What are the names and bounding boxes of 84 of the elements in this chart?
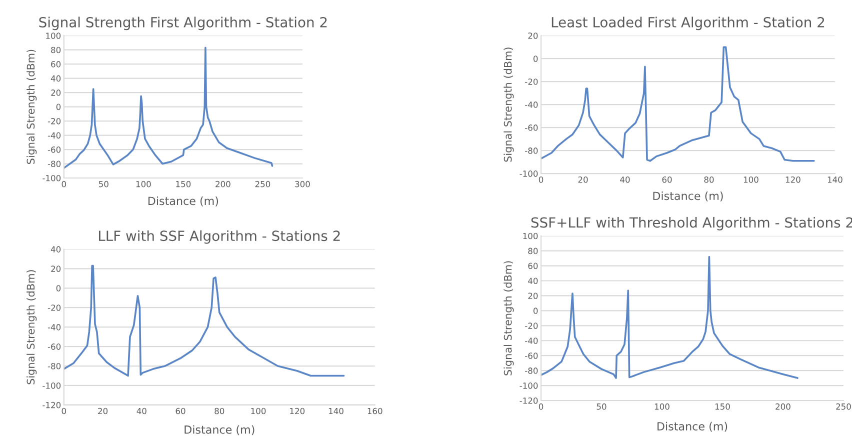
x-tick-label: 160 <box>368 408 382 414</box>
x-tick-label: 60 <box>176 408 186 414</box>
y-tick-label: -80 <box>48 362 61 370</box>
y-axis-title: Signal Strength (dBm) <box>26 270 37 384</box>
x-tick-label: 0 <box>538 176 544 183</box>
x-tick-label: 40 <box>136 408 146 414</box>
y-tick-label: 100 <box>523 232 538 240</box>
y-tick-label: -20 <box>525 78 538 85</box>
x-tick-label: 250 <box>255 180 270 188</box>
y-tick-label: 0 <box>533 308 538 314</box>
y-axis-title: Signal Strength (dBm) <box>504 261 514 376</box>
x-tick-label: 250 <box>836 403 851 410</box>
y-tick-label: -80 <box>525 148 538 154</box>
y-tick-label: 20 <box>528 292 538 300</box>
y-tick-label: 20 <box>51 90 61 96</box>
y-tick-label: -40 <box>48 324 61 330</box>
y-axis-title: Signal Strength (dBm) <box>26 50 37 164</box>
x-tick-label: 200 <box>776 403 790 410</box>
y-tick-label: -120 <box>520 397 538 404</box>
y-tick-label: -20 <box>525 322 538 329</box>
x-tick-label: 50 <box>596 403 606 410</box>
y-tick-label: -20 <box>48 118 61 124</box>
y-tick-label: 40 <box>528 278 538 284</box>
y-tick-label: -40 <box>525 102 538 108</box>
y-tick-label: 40 <box>50 75 61 82</box>
x-tick-label: 100 <box>251 408 266 414</box>
x-tick-label: 0 <box>62 408 66 414</box>
y-tick-label: -100 <box>520 170 538 177</box>
x-tick-label: 100 <box>654 403 670 410</box>
x-tick-label: 60 <box>662 176 672 183</box>
y-tick-label: -60 <box>525 124 538 131</box>
x-tick-label: 120 <box>786 176 800 183</box>
x-axis-title: Distance (m) <box>148 196 218 206</box>
y-tick-label: 100 <box>46 32 61 39</box>
y-tick-label: 0 <box>533 56 538 62</box>
y-axis-title: Signal Strength (dBm) <box>504 48 514 162</box>
y-tick-label: 60 <box>528 262 538 270</box>
x-tick-label: 140 <box>328 408 344 414</box>
chart-title: Signal Strength First Algorithm - Station 2 <box>39 16 327 30</box>
y-tick-label: -100 <box>42 382 61 389</box>
x-axis-title: Distance (m) <box>184 425 254 436</box>
x-axis-title: Distance (m) <box>658 422 728 432</box>
x-tick-label: 80 <box>214 408 224 414</box>
x-axis-title: Distance (m) <box>653 191 723 202</box>
x-tick-label: 200 <box>216 180 230 188</box>
y-tick-label: -60 <box>525 352 538 359</box>
line-series <box>541 46 815 162</box>
y-tick-label: 40 <box>50 246 61 252</box>
y-tick-label: -60 <box>48 146 61 153</box>
x-tick-label: 300 <box>295 180 310 188</box>
y-tick-label: -80 <box>48 160 61 168</box>
x-tick-label: 120 <box>290 408 305 414</box>
line-series <box>541 256 798 379</box>
y-tick-label: -100 <box>42 174 61 182</box>
y-tick-label: -100 <box>520 382 538 389</box>
line-series <box>64 46 274 169</box>
y-tick-label: 20 <box>528 32 538 39</box>
x-tick-label: 20 <box>578 176 588 183</box>
x-tick-label: 100 <box>744 176 758 183</box>
x-tick-label: 0 <box>538 403 544 410</box>
y-tick-label: 0 <box>56 285 61 292</box>
y-tick-label: -80 <box>525 368 538 374</box>
x-tick-label: 100 <box>136 180 151 188</box>
x-tick-label: 50 <box>99 180 108 188</box>
chart-title: Least Loaded First Algorithm - Station 2 <box>552 16 824 30</box>
y-tick-label: -40 <box>48 132 61 139</box>
y-tick-label: 80 <box>528 248 538 254</box>
x-tick-label: 150 <box>176 180 191 188</box>
x-tick-label: 150 <box>715 403 730 410</box>
x-tick-label: 40 <box>620 176 630 183</box>
line-series <box>64 264 345 377</box>
chart-title: LLF with SSF Algorithm - Stations 2 <box>98 230 340 244</box>
y-tick-label: 20 <box>51 266 61 272</box>
y-tick-label: -60 <box>48 344 61 350</box>
y-tick-label: -120 <box>42 402 61 408</box>
x-tick-label: 0 <box>62 180 66 188</box>
y-tick-label: 80 <box>51 46 61 54</box>
x-tick-label: 20 <box>98 408 108 414</box>
y-tick-label: -20 <box>48 304 61 311</box>
y-tick-label: 60 <box>51 61 61 68</box>
y-tick-label: 0 <box>56 104 61 110</box>
x-tick-label: 140 <box>828 176 842 183</box>
y-tick-label: -40 <box>525 338 538 344</box>
x-tick-label: 80 <box>704 176 714 183</box>
